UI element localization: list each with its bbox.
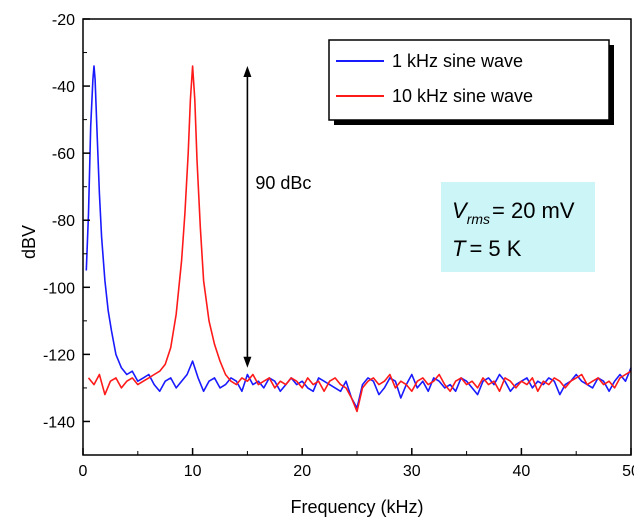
y-axis-title: dBV — [19, 225, 39, 259]
temperature-symbol: T — [452, 236, 467, 261]
legend-label-1khz: 1 kHz sine wave — [392, 51, 523, 71]
dbc-arrow-head-bottom — [243, 356, 252, 368]
y-tick-label-80: -80 — [52, 213, 75, 230]
conditions-line-1: Vrms= 20 mV — [452, 198, 575, 227]
plot-area: 0 10 20 30 40 50 -140 -120 -100 -80 -60 -40 -20 90 dB… — [43, 12, 634, 480]
x-tick-label-10: 10 — [184, 463, 202, 480]
vrms-subscript: rms — [467, 211, 490, 227]
y-tick-label-20: -20 — [52, 12, 75, 29]
y-tick-label-140: -140 — [43, 414, 75, 431]
dbc-label: 90 dBc — [255, 173, 311, 193]
x-tick-label-20: 20 — [293, 463, 311, 480]
x-tick-label-0: 0 — [79, 463, 88, 480]
y-tick-label-100: -100 — [43, 280, 75, 297]
y-tick-label-120: -120 — [43, 347, 75, 364]
temperature-value: = 5 K — [469, 236, 521, 261]
x-axis-title: Frequency (kHz) — [290, 497, 423, 517]
y-tick-label-40: -40 — [52, 79, 75, 96]
series-line-1khz — [85, 65, 632, 409]
x-tick-label-30: 30 — [403, 463, 421, 480]
legend-label-10khz: 10 kHz sine wave — [392, 86, 533, 106]
conditions-line-2: T = 5 K — [452, 236, 522, 261]
series-line-10khz — [87, 65, 632, 413]
dbc-arrow-head-top — [243, 65, 252, 77]
vrms-value: = 20 mV — [492, 198, 575, 223]
y-tick-label-60: -60 — [52, 146, 75, 163]
conditions-box — [441, 182, 595, 272]
x-tick-label-40: 40 — [513, 463, 531, 480]
vrms-symbol: V — [452, 198, 469, 223]
legend-box — [328, 39, 610, 121]
x-tick-label-50: 50 — [622, 463, 634, 480]
